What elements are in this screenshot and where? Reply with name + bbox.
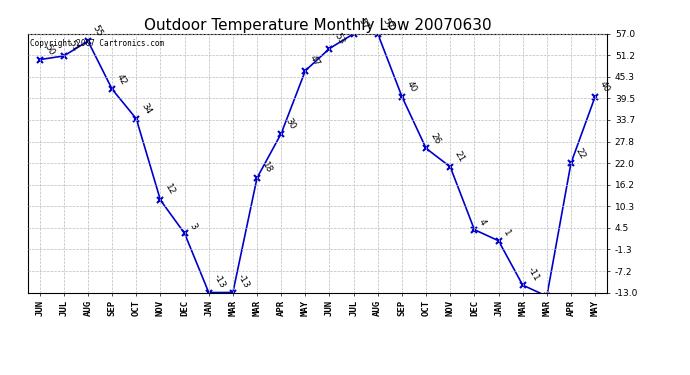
Text: 47: 47 bbox=[308, 54, 322, 68]
Text: 55: 55 bbox=[91, 24, 104, 38]
Text: Copyright 2007 Cartronics.com: Copyright 2007 Cartronics.com bbox=[30, 39, 165, 48]
Text: 1: 1 bbox=[502, 228, 512, 238]
Text: 53: 53 bbox=[333, 31, 346, 46]
Text: 12: 12 bbox=[164, 183, 177, 197]
Text: 57: 57 bbox=[381, 16, 394, 31]
Text: -13: -13 bbox=[212, 273, 227, 290]
Title: Outdoor Temperature Monthly Low 20070630: Outdoor Temperature Monthly Low 20070630 bbox=[144, 18, 491, 33]
Text: 22: 22 bbox=[574, 146, 587, 160]
Text: 40: 40 bbox=[598, 80, 611, 94]
Text: -11: -11 bbox=[526, 265, 541, 282]
Text: 57: 57 bbox=[357, 16, 370, 31]
Text: 40: 40 bbox=[405, 80, 418, 94]
Text: 4: 4 bbox=[477, 217, 488, 227]
Text: 18: 18 bbox=[260, 160, 273, 175]
Text: 3: 3 bbox=[188, 221, 198, 231]
Text: 50: 50 bbox=[43, 42, 56, 57]
Text: 34: 34 bbox=[139, 102, 152, 116]
Text: 51: 51 bbox=[67, 39, 80, 53]
Text: -14: -14 bbox=[0, 374, 1, 375]
Text: 42: 42 bbox=[115, 72, 128, 86]
Text: -13: -13 bbox=[236, 273, 251, 290]
Text: 26: 26 bbox=[429, 131, 442, 146]
Text: 30: 30 bbox=[284, 116, 297, 131]
Text: 21: 21 bbox=[453, 150, 466, 164]
